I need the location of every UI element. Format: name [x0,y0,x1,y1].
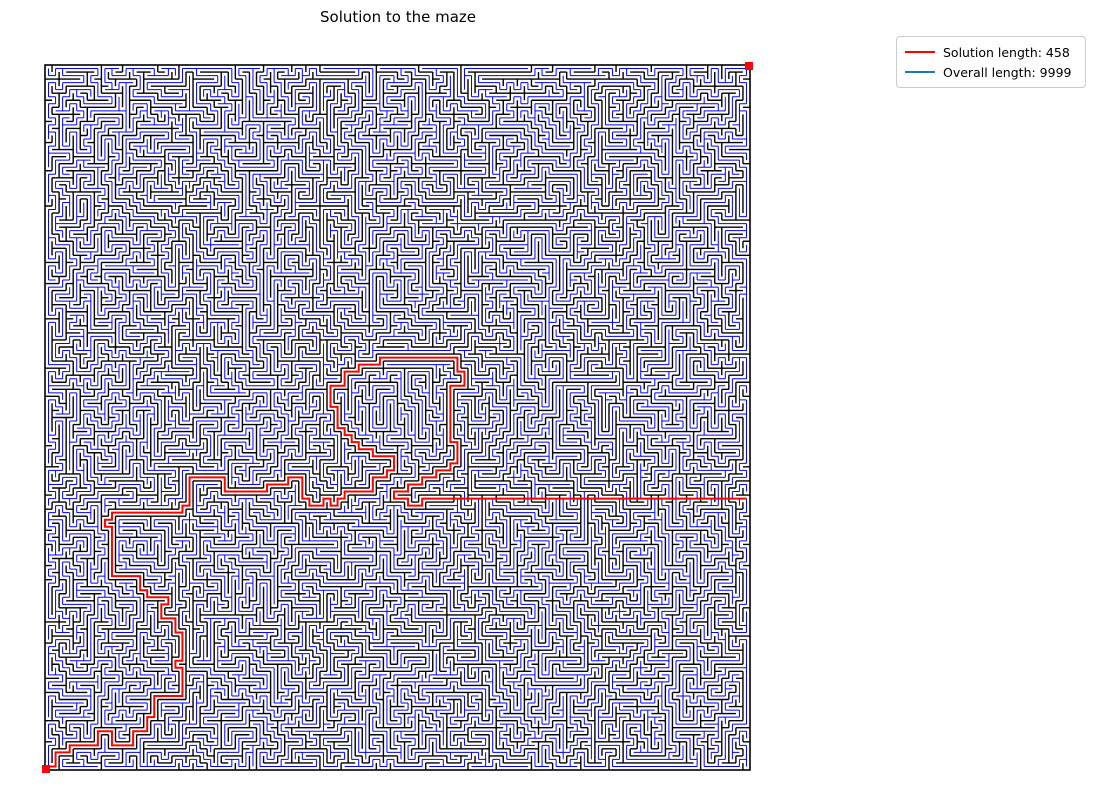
maze-paths [48,68,747,767]
legend-entry-solution: Solution length: 458 [905,42,1077,62]
legend: Solution length: 458 Overall length: 999… [896,36,1086,88]
start-marker [42,765,50,773]
maze-border [44,64,751,771]
solution-path [46,356,747,768]
legend-swatch-overall [905,71,935,73]
legend-label-overall: Overall length: 9999 [943,64,1072,80]
legend-label-solution: Solution length: 458 [943,44,1070,60]
end-marker [745,62,753,70]
maze-walls [45,65,750,770]
legend-swatch-solution [905,51,935,53]
legend-entry-overall: Overall length: 9999 [905,62,1077,82]
chart-title: Solution to the maze [320,8,476,26]
